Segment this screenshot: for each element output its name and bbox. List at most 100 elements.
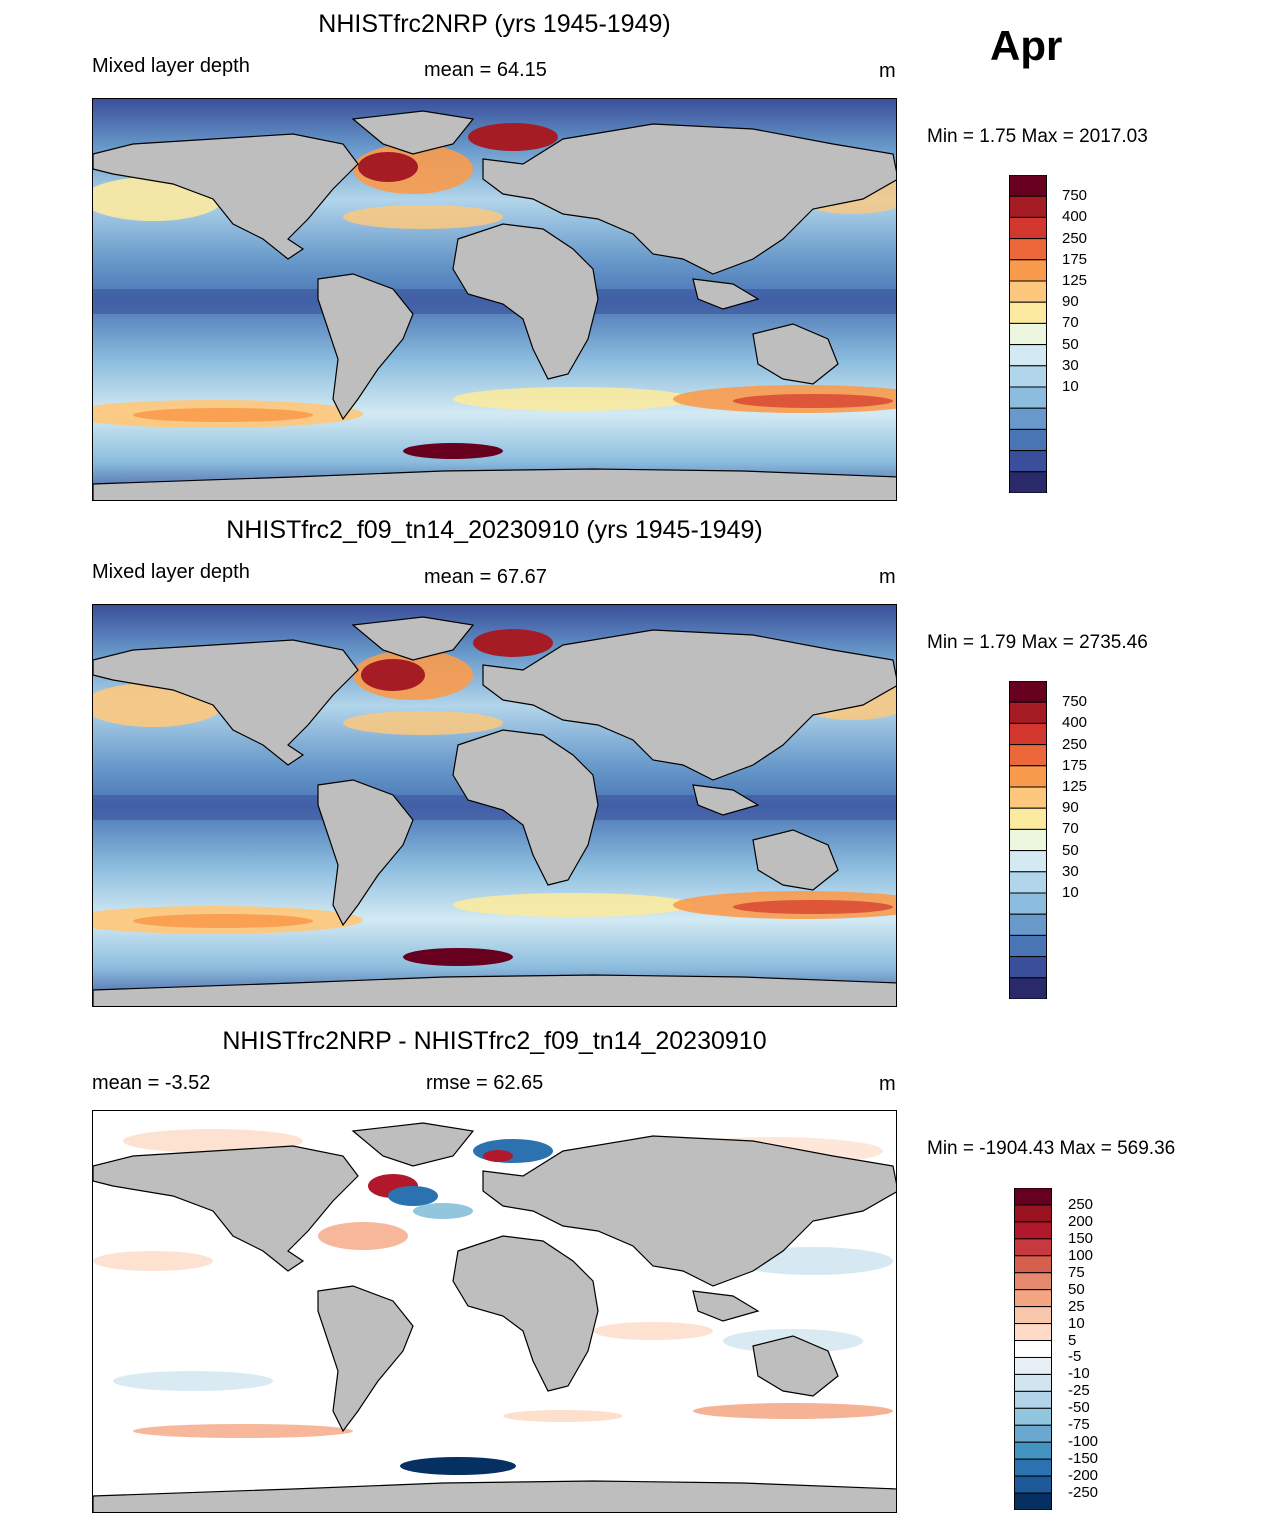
colorbar-swatch [1014,1492,1052,1510]
colorbar-tick-label: 90 [1062,799,1079,817]
panel3-title: NHISTfrc2NRP - NHISTfrc2_f09_tn14_202309… [222,1027,767,1055]
colorbar-tick-label: 10 [1068,1314,1085,1332]
colorbar-swatch [1014,1255,1052,1274]
colorbar-tick-label: 125 [1062,778,1088,795]
colorbar-tick-label: -250 [1068,1484,1099,1502]
colorbar-swatch [1009,238,1047,261]
colorbar-tick-label: 750 [1062,187,1088,205]
panel2-title: NHISTfrc2_f09_tn14_20230910 (yrs 1945-19… [226,516,763,544]
colorbar-swatch [1009,765,1047,788]
colorbar-swatch [1009,744,1047,767]
colorbar-swatch [1014,1306,1052,1325]
panel1-variable-label: Mixed layer depth [92,55,250,77]
colorbar-swatch [1014,1289,1052,1308]
panel3-colorbar [1014,1188,1052,1510]
colorbar-tick-label: 250 [1068,1195,1094,1213]
colorbar-swatch [1009,828,1047,852]
colorbar-swatch [1009,216,1047,240]
panel3-minmax: Min = -1904.43 Max = 569.36 [927,1138,1176,1159]
colorbar-swatch [1009,701,1047,724]
colorbar-tick-label: 400 [1062,714,1088,732]
panel2-minmax: Min = 1.79 Max = 2735.46 [927,632,1148,653]
colorbar-swatch [1009,892,1047,915]
colorbar-tick-label: 50 [1062,335,1079,353]
colorbar-tick-label: 400 [1062,208,1088,226]
colorbar-swatch [1014,1340,1052,1358]
panel1-title: NHISTfrc2NRP (yrs 1945-1949) [318,10,671,38]
colorbar-swatch [1009,322,1047,346]
colorbar-swatch [1009,681,1047,703]
colorbar-swatch [1009,407,1047,430]
panel1-colorbar-swatches [1009,175,1047,493]
colorbar-swatch [1014,1424,1052,1443]
panel1-map [92,98,897,501]
colorbar-swatch [1009,195,1047,218]
panel2-map [92,604,897,1007]
colorbar-swatch [1009,450,1047,473]
panel3-map [92,1110,897,1513]
colorbar-swatch [1009,365,1047,388]
colorbar-tick-label: -100 [1068,1433,1099,1451]
colorbar-tick-label: 5 [1068,1331,1077,1349]
colorbar-swatch [1014,1390,1052,1409]
colorbar-swatch [1014,1458,1052,1477]
panel3-units: m [879,1073,896,1095]
colorbar-tick-label: 250 [1062,229,1088,247]
colorbar-tick-label: 70 [1062,820,1079,838]
panel3-rmse-label: rmse = 62.65 [426,1072,544,1094]
panel1-mean-label: mean = 64.15 [424,59,547,81]
colorbar-swatch [1009,471,1047,493]
colorbar-tick-label: 175 [1062,756,1088,774]
colorbar-tick-label: 30 [1062,862,1079,880]
panel1-map-graphic [93,99,896,500]
colorbar-swatch [1014,1272,1052,1291]
colorbar-tick-label: 150 [1068,1229,1094,1247]
colorbar-tick-label: -10 [1068,1365,1090,1383]
colorbar-swatch [1014,1373,1052,1392]
colorbar-swatch [1009,871,1047,894]
colorbar-swatch [1009,280,1047,303]
colorbar-tick-label: -5 [1068,1348,1082,1366]
colorbar-tick-label: 25 [1068,1297,1085,1315]
colorbar-swatch [1009,722,1047,746]
panel1-minmax: Min = 1.75 Max = 2017.03 [927,126,1148,147]
panel2-units: m [879,566,896,588]
colorbar-tick-label: 200 [1068,1212,1094,1230]
colorbar-swatch [1014,1221,1052,1240]
colorbar-swatch [1009,913,1047,936]
colorbar-tick-label: 125 [1062,272,1088,289]
colorbar-swatch [1014,1204,1052,1223]
panel2-map-graphic [93,605,896,1006]
colorbar-tick-label: 175 [1062,250,1088,268]
panel2-colorbar [1009,681,1047,999]
panel3-colorbar-swatches [1014,1188,1052,1510]
colorbar-tick-label: 90 [1062,293,1079,311]
colorbar-swatch [1014,1407,1052,1426]
colorbar-swatch [1009,259,1047,282]
colorbar-swatch [1009,344,1047,367]
colorbar-swatch [1014,1356,1052,1375]
colorbar-tick-label: 10 [1062,378,1079,395]
colorbar-swatch [1009,956,1047,979]
colorbar-swatch [1014,1188,1052,1206]
colorbar-swatch [1009,786,1047,809]
panel1-colorbar [1009,175,1047,493]
colorbar-tick-label: -75 [1068,1416,1090,1434]
colorbar-swatch [1009,175,1047,197]
colorbar-tick-label: -150 [1068,1450,1099,1468]
colorbar-tick-label: 750 [1062,693,1088,711]
colorbar-swatch [1014,1441,1052,1460]
colorbar-tick-label: 70 [1062,314,1079,332]
panel3-mean-label: mean = -3.52 [92,1072,211,1094]
panel2-variable-label: Mixed layer depth [92,561,250,583]
colorbar-swatch [1009,807,1047,830]
panel2-mean-label: mean = 67.67 [424,566,547,588]
colorbar-swatch [1009,301,1047,324]
colorbar-tick-label: 30 [1062,356,1079,374]
colorbar-swatch [1009,428,1047,452]
colorbar-swatch [1014,1475,1052,1494]
colorbar-swatch [1009,386,1047,409]
colorbar-swatch [1014,1323,1052,1342]
colorbar-swatch [1014,1238,1052,1257]
colorbar-tick-label: -25 [1068,1382,1090,1400]
